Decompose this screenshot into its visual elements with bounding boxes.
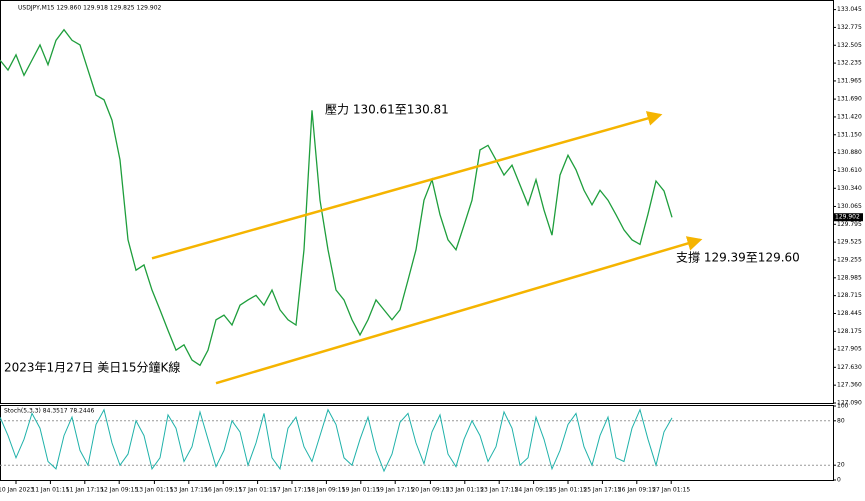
x-tick-label: 23 Jan 17:15 xyxy=(480,487,518,494)
y-tick-label: 80 xyxy=(837,417,845,424)
x-tick-label: 19 Jan 17:15 xyxy=(376,487,414,494)
x-tick-label: 13 Jan 01:15 xyxy=(135,487,173,494)
annotation: 2023年1月27日 美日15分鐘K線 xyxy=(4,360,180,375)
y-tick-label: 127.090 xyxy=(837,400,862,407)
y-tick-label: 132.505 xyxy=(837,42,862,49)
y-tick-label: 100 xyxy=(837,403,849,410)
y-tick-label: 127.630 xyxy=(837,364,862,371)
x-tick-label: 11 Jan 01:15 xyxy=(31,487,69,494)
y-tick-label: 20 xyxy=(837,462,845,469)
stoch-title: Stoch(5,3,3) 84.3517 78.2446 xyxy=(4,408,95,415)
y-tick-label: 132.235 xyxy=(837,60,862,67)
y-tick-label: 132.775 xyxy=(837,24,862,31)
y-tick-label: 130.610 xyxy=(837,167,862,174)
x-tick-label: 10 Jan 2023 xyxy=(0,487,34,494)
y-tick-label: 130.880 xyxy=(837,149,862,156)
x-tick-label: 25 Jan 01:15 xyxy=(549,487,587,494)
y-tick-label: 0 xyxy=(837,477,841,484)
x-tick-label: 19 Jan 01:15 xyxy=(342,487,380,494)
last-price-box xyxy=(833,213,863,222)
channel-line xyxy=(215,236,703,385)
x-tick-label: 23 Jan 01:15 xyxy=(446,487,484,494)
x-tick-label: 20 Jan 09:15 xyxy=(411,487,449,494)
y-tick-label: 130.340 xyxy=(837,185,862,192)
annotation: 壓力 130.61至130.81 xyxy=(325,103,449,117)
y-tick-label: 129.795 xyxy=(837,221,862,228)
x-tick-label: 16 Jan 09:15 xyxy=(204,487,242,494)
y-tick-label: 129.525 xyxy=(837,239,862,246)
annotation: 支撐 129.39至129.60 xyxy=(676,251,800,265)
x-tick-label: 13 Jan 17:15 xyxy=(170,487,208,494)
y-tick-label: 131.965 xyxy=(837,77,862,84)
x-tick-label: 18 Jan 09:15 xyxy=(307,487,345,494)
x-tick-label: 17 Jan 17:15 xyxy=(273,487,311,494)
y-tick-label: 128.175 xyxy=(837,328,862,335)
y-tick-label: 127.360 xyxy=(837,382,862,389)
x-tick-label: 25 Jan 17:15 xyxy=(583,487,621,494)
x-tick-label: 24 Jan 09:15 xyxy=(515,487,553,494)
x-tick-label: 26 Jan 09:15 xyxy=(618,487,656,494)
y-tick-label: 128.715 xyxy=(837,292,862,299)
channel-line xyxy=(151,111,663,260)
y-tick-label: 128.445 xyxy=(837,310,862,317)
y-tick-label: 131.150 xyxy=(837,131,862,138)
stoch-panel xyxy=(0,405,834,481)
price-line xyxy=(0,408,673,473)
y-tick-label: 131.690 xyxy=(837,96,862,103)
y-tick-label: 133.045 xyxy=(837,6,862,13)
main-panel xyxy=(0,0,834,404)
chart-title: USDJPY,M15 129.860 129.918 129.825 129.9… xyxy=(18,5,162,12)
x-tick-label: 27 Jan 01:15 xyxy=(652,487,690,494)
y-tick-label: 129.255 xyxy=(837,256,862,263)
x-tick-label: 11 Jan 17:15 xyxy=(66,487,104,494)
price-line xyxy=(0,28,673,367)
last-price-label: 129.902 xyxy=(835,214,860,221)
y-tick-label: 127.905 xyxy=(837,346,862,353)
y-tick-label: 128.985 xyxy=(837,274,862,281)
y-tick-label: 131.420 xyxy=(837,113,862,120)
y-tick-label: 130.065 xyxy=(837,203,862,210)
x-tick-label: 12 Jan 09:15 xyxy=(100,487,138,494)
x-tick-label: 17 Jan 01:15 xyxy=(239,487,277,494)
